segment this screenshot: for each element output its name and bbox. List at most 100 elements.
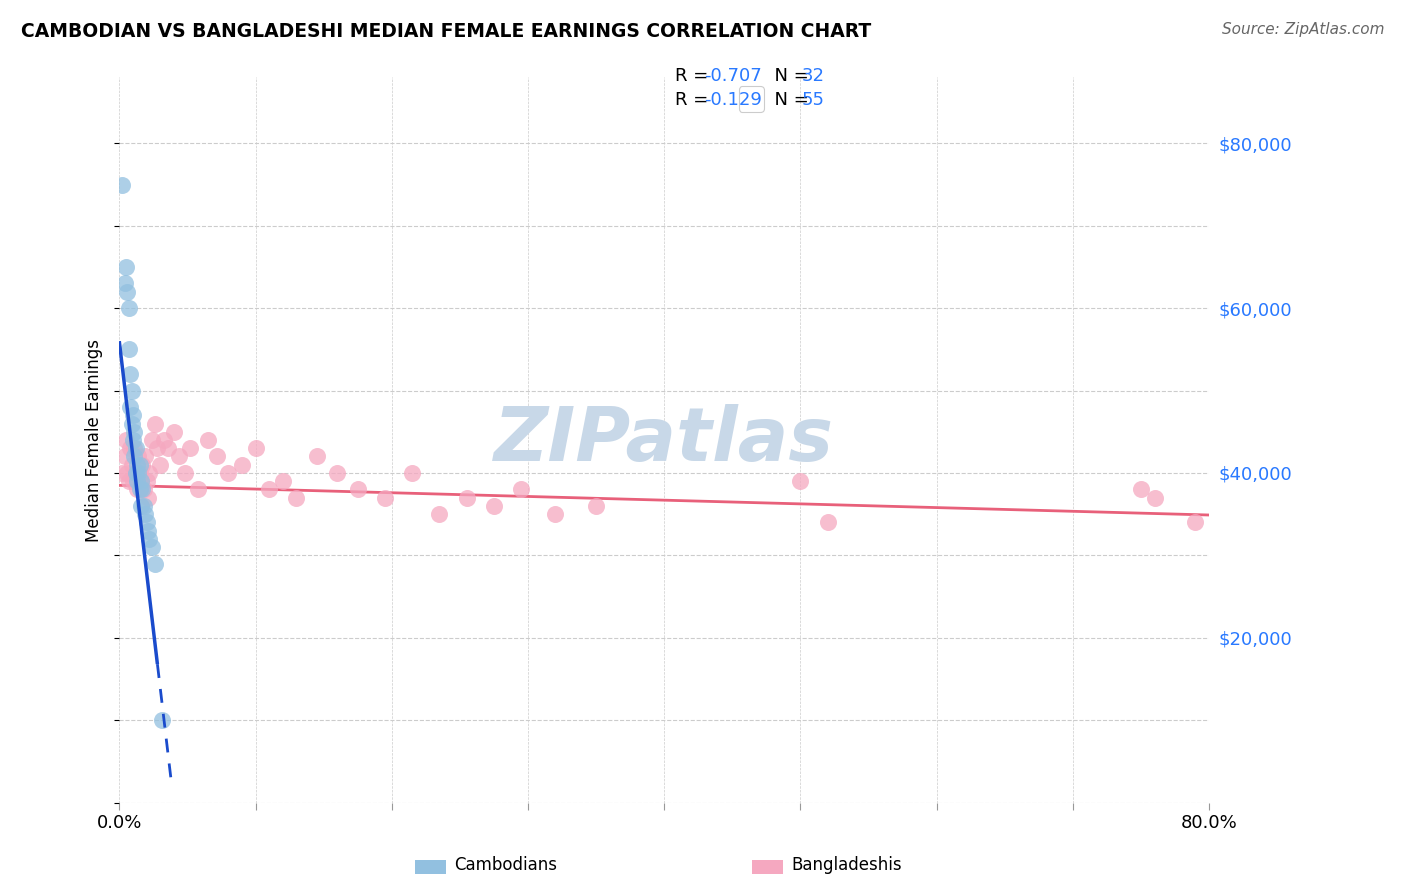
Point [153,433,176,447]
Point [257,483,280,497]
Point [118,343,141,357]
Point [285,491,308,505]
Point [207,450,229,464]
Point [305,450,328,464]
Point [143,557,166,571]
Point [122,425,145,439]
Point [817,516,839,530]
Point [128,483,150,497]
Point [125,458,148,472]
Point [456,491,478,505]
Point [134,450,156,464]
Point [1130,483,1153,497]
Point [129,474,152,488]
Point [136,524,159,538]
Text: ZIPatlas: ZIPatlas [494,403,834,476]
Point [122,442,145,456]
Text: 32: 32 [801,67,824,85]
Text: N =: N = [763,91,815,109]
Text: -0.707: -0.707 [704,67,762,85]
Point [129,474,152,488]
Point [120,442,142,456]
Text: R =: R = [675,67,714,85]
Point [146,442,169,456]
Text: N =: N = [763,67,815,85]
Point [134,507,156,521]
Point [401,466,423,480]
Point [374,491,396,505]
Point [122,409,145,423]
Point [114,277,136,291]
Point [114,450,136,464]
Point [121,384,143,398]
Point [245,442,267,456]
Point [135,474,157,488]
Point [141,540,163,554]
Point [131,483,153,497]
Text: Source: ZipAtlas.com: Source: ZipAtlas.com [1222,22,1385,37]
Point [118,301,141,315]
Point [132,499,155,513]
Point [117,466,139,480]
Point [149,458,172,472]
Point [138,466,160,480]
Point [120,400,142,414]
Point [141,433,163,447]
Point [127,450,149,464]
Point [138,532,160,546]
Point [128,458,150,472]
Point [217,466,239,480]
Point [124,466,146,480]
Point [131,458,153,472]
Point [121,458,143,472]
Point [326,466,349,480]
Point [111,178,134,192]
Point [179,442,201,456]
Text: Bangladeshis: Bangladeshis [792,856,903,874]
Text: CAMBODIAN VS BANGLADESHI MEDIAN FEMALE EARNINGS CORRELATION CHART: CAMBODIAN VS BANGLADESHI MEDIAN FEMALE E… [21,22,872,41]
Point [271,474,294,488]
Text: Cambodians: Cambodians [454,856,557,874]
Point [1184,516,1206,530]
Point [125,474,148,488]
Point [111,466,134,480]
Point [157,442,180,456]
Point [132,483,155,497]
Point [136,491,159,505]
Point [197,433,219,447]
Point [1143,491,1166,505]
Point [585,499,607,513]
Point [115,433,138,447]
Text: -0.129: -0.129 [704,91,762,109]
Point [122,433,145,447]
Point [122,450,145,464]
Point [510,483,533,497]
Point [482,499,505,513]
Point [163,425,186,439]
Point [429,507,451,521]
Point [167,450,190,464]
Legend:  [738,87,763,112]
Y-axis label: Median Female Earnings: Median Female Earnings [86,339,103,541]
Point [231,458,253,472]
Point [127,466,149,480]
Point [129,499,152,513]
Point [143,417,166,431]
Point [150,713,173,727]
Point [346,483,368,497]
Point [187,483,209,497]
Point [120,367,142,381]
Point [124,442,146,456]
Point [118,474,141,488]
Point [173,466,195,480]
Point [125,483,148,497]
Point [135,516,157,530]
Point [789,474,811,488]
Text: R =: R = [675,91,720,109]
Point [544,507,567,521]
Point [115,260,138,274]
Point [117,285,139,299]
Point [128,466,150,480]
Text: 55: 55 [801,91,824,109]
Point [121,417,143,431]
